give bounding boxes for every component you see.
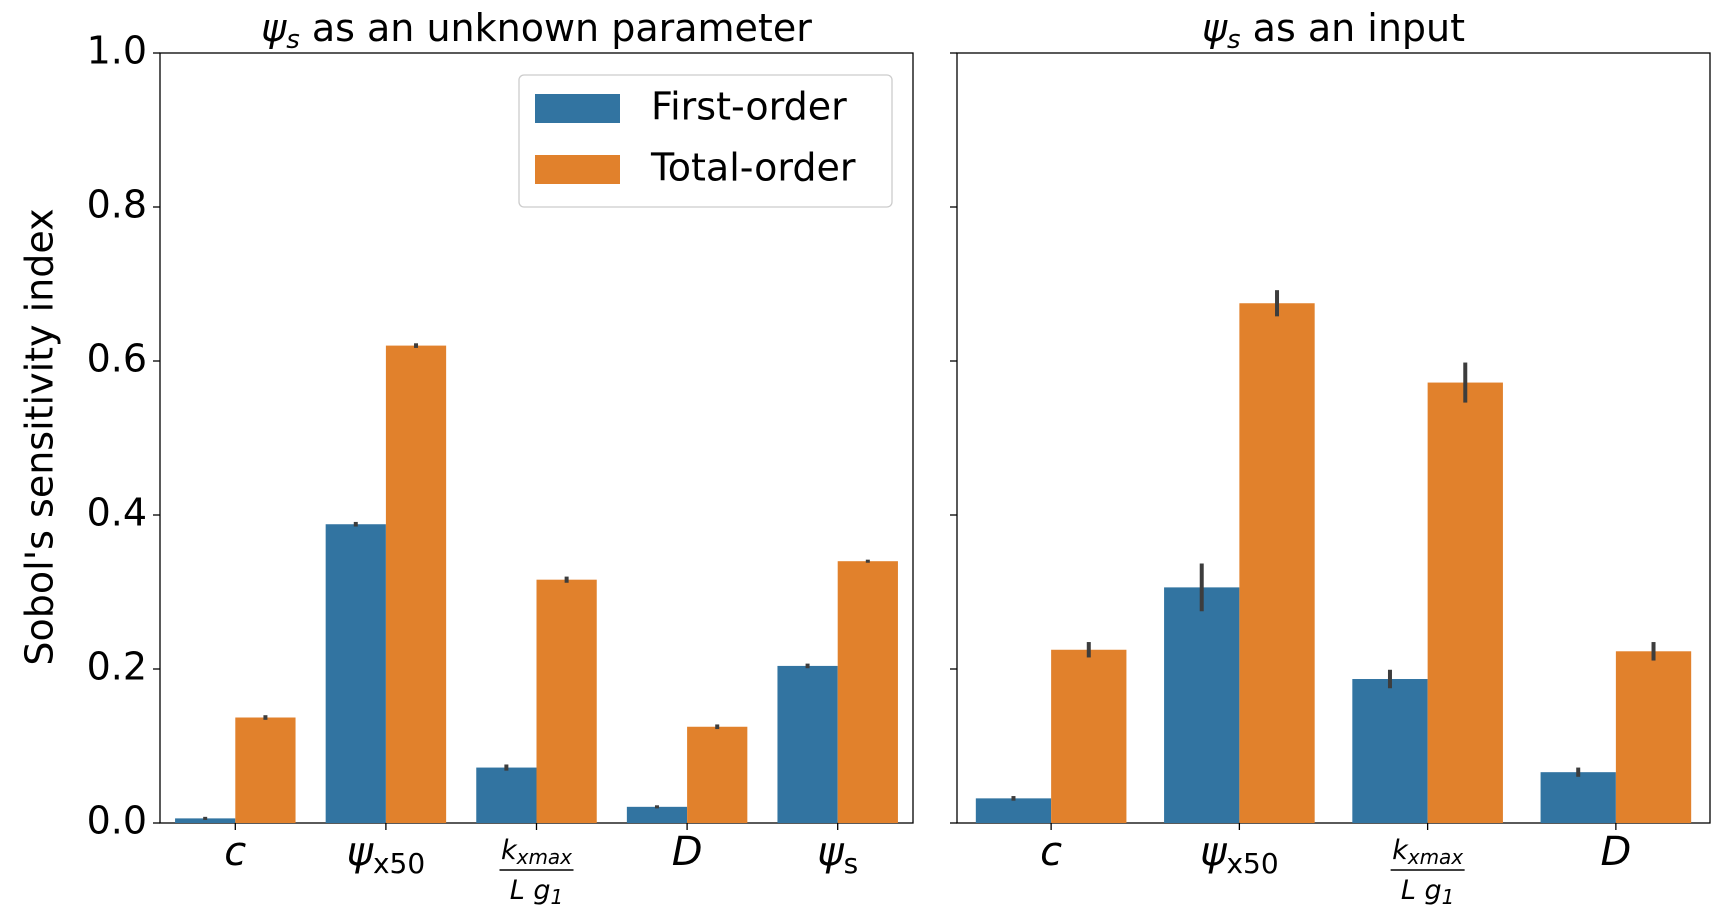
panel-input: ψs as an input c ψx50 kxmax L g1 D [950,6,1711,909]
y-tick-label: 1.0 [87,29,147,73]
x-tick-label: ψs [817,829,858,880]
bar-first-order [1540,772,1616,823]
bar-total-order [1239,303,1315,823]
legend-label: Total-order [650,146,856,190]
y-tick-label: 0.4 [87,491,147,535]
svg-text:L g1: L g1 [510,875,564,909]
axes-frame [956,52,1711,824]
x-tick-label: c [224,829,246,875]
bar-total-order [1615,651,1692,823]
svg-text:kxmax: kxmax [501,835,572,869]
bar-total-order [385,345,447,823]
panel-unknown-parameter: 0.0 0.2 0.4 0.6 0.8 1.0 ψs as an unknown param… [87,6,914,909]
bar-first-order [777,665,838,823]
bar-first-order [476,767,537,823]
legend: First-order Total-order [518,74,893,208]
panel-title: ψs as an input [1202,6,1465,55]
bar-total-order [1427,382,1503,823]
bar-total-order [687,726,748,823]
bar-total-order [235,717,296,823]
bar-total-order [1051,649,1127,823]
x-tick-label: c [1040,829,1062,875]
bar-first-order [1352,679,1428,823]
legend-swatch [535,155,620,184]
bar-first-order [175,818,236,823]
y-axis-label: Sobol's sensitivity index [18,208,62,665]
panel-title: ψs as an unknown parameter [261,6,812,55]
x-tick-label: D [1600,829,1631,875]
y-tick-label: 0.8 [87,183,147,227]
y-tick-label: 0.0 [87,799,147,843]
x-tick-label: ψx50 [347,829,426,880]
x-tick-label: D [672,829,703,875]
x-tick-label: ψx50 [1200,829,1279,880]
bar-total-order [837,561,898,823]
x-tick-label: kxmax L g1 [1390,835,1465,909]
bar-first-order [325,524,386,823]
legend-label: First-order [651,85,847,129]
bar-total-order [536,579,597,823]
y-tick-label: 0.2 [87,645,147,689]
bar-first-order [975,798,1052,823]
legend-swatch [535,94,620,123]
x-tick-label: kxmax L g1 [499,835,574,909]
bar-first-order [626,806,688,823]
svg-text:kxmax: kxmax [1392,835,1463,869]
bar-first-order [1164,587,1240,823]
svg-text:L g1: L g1 [1401,875,1455,909]
y-tick-label: 0.6 [87,337,147,381]
